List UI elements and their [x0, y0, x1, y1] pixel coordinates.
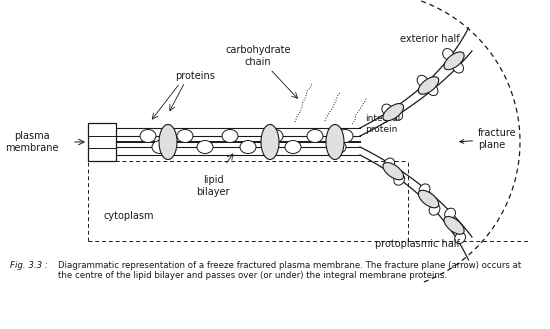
- Text: fracture
plane: fracture plane: [460, 128, 516, 150]
- Text: Fig. 3.3 :: Fig. 3.3 :: [10, 261, 48, 270]
- Text: protoplasmic half: protoplasmic half: [375, 239, 460, 249]
- Ellipse shape: [326, 124, 344, 160]
- Ellipse shape: [444, 52, 464, 70]
- Ellipse shape: [384, 158, 394, 169]
- Ellipse shape: [382, 104, 393, 115]
- Text: Diagrammatic representation of a freeze fractured plasma membrane. The fracture : Diagrammatic representation of a freeze …: [58, 261, 521, 280]
- Ellipse shape: [240, 140, 256, 154]
- Ellipse shape: [419, 184, 430, 195]
- Text: carbohydrate
chain: carbohydrate chain: [226, 45, 291, 67]
- Ellipse shape: [419, 190, 439, 208]
- Text: integral
protein: integral protein: [365, 114, 400, 134]
- Ellipse shape: [417, 75, 428, 87]
- Ellipse shape: [152, 140, 168, 154]
- Ellipse shape: [429, 204, 440, 215]
- Ellipse shape: [337, 130, 353, 142]
- Ellipse shape: [197, 140, 213, 154]
- Ellipse shape: [383, 104, 404, 121]
- Ellipse shape: [285, 140, 301, 154]
- Ellipse shape: [419, 77, 439, 94]
- Text: cytoplasm: cytoplasm: [103, 211, 153, 221]
- Ellipse shape: [261, 124, 279, 160]
- Ellipse shape: [330, 140, 346, 154]
- Ellipse shape: [177, 130, 193, 142]
- Ellipse shape: [427, 84, 438, 96]
- Ellipse shape: [222, 130, 238, 142]
- Text: plasma
membrane: plasma membrane: [5, 131, 58, 153]
- Ellipse shape: [394, 174, 405, 185]
- Ellipse shape: [383, 163, 404, 180]
- Ellipse shape: [307, 130, 323, 142]
- Ellipse shape: [444, 208, 455, 219]
- Ellipse shape: [267, 130, 283, 142]
- Text: proteins: proteins: [175, 71, 215, 81]
- Ellipse shape: [455, 232, 465, 244]
- Text: exterior half: exterior half: [400, 34, 460, 44]
- Ellipse shape: [453, 62, 464, 73]
- Ellipse shape: [444, 216, 464, 234]
- Bar: [88, 123, 116, 161]
- Ellipse shape: [159, 124, 177, 160]
- Ellipse shape: [443, 49, 454, 60]
- Ellipse shape: [140, 130, 156, 142]
- Ellipse shape: [392, 109, 403, 120]
- Text: lipid
bilayer: lipid bilayer: [196, 175, 230, 197]
